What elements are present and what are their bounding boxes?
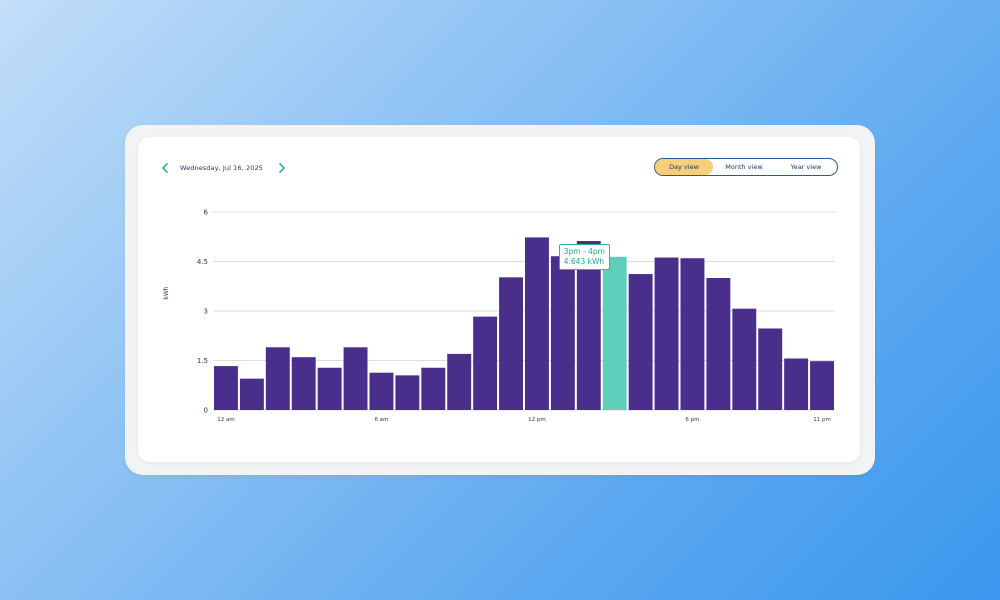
date-label: Wednesday, Jul 16, 2025 <box>180 164 263 172</box>
bar-tooltip: 3pm - 4pm 4.643 kWh <box>558 243 610 270</box>
y-tick-label: 4.5 <box>197 258 208 266</box>
bar[interactable] <box>628 274 653 410</box>
bar[interactable] <box>654 257 679 410</box>
x-tick-label: 6 pm <box>685 417 699 423</box>
outer-card: Wednesday, Jul 16, 2025 Day view Month v… <box>125 125 875 475</box>
chart-card: Wednesday, Jul 16, 2025 Day view Month v… <box>138 137 860 462</box>
chevron-left-icon[interactable] <box>158 161 172 175</box>
bar[interactable] <box>784 358 809 410</box>
bar[interactable] <box>369 372 394 410</box>
bar[interactable] <box>343 347 368 410</box>
bar[interactable] <box>680 258 705 410</box>
bar[interactable] <box>732 308 757 410</box>
bar[interactable] <box>576 241 601 410</box>
y-tick-label: 0 <box>204 407 208 415</box>
bar[interactable] <box>810 361 834 410</box>
view-toggle: Day view Month view Year view <box>654 158 838 176</box>
x-tick-label: 6 am <box>374 417 388 423</box>
x-tick-label: 12 pm <box>528 417 546 423</box>
bar[interactable] <box>550 256 575 410</box>
x-tick-label: 12 am <box>217 417 234 423</box>
bar[interactable] <box>473 316 498 410</box>
bar[interactable] <box>265 347 290 410</box>
tooltip-range: 3pm - 4pm <box>563 246 605 256</box>
y-tick-label: 6 <box>204 209 209 217</box>
x-tick-label: 11 pm <box>813 417 831 423</box>
day-view-button[interactable]: Day view <box>655 159 713 175</box>
bar[interactable] <box>317 367 342 410</box>
bar[interactable] <box>214 366 238 410</box>
date-navigation: Wednesday, Jul 16, 2025 <box>158 161 289 175</box>
bar[interactable] <box>421 367 446 410</box>
bar[interactable] <box>447 353 472 410</box>
bar[interactable] <box>499 277 523 410</box>
month-view-button[interactable]: Month view <box>725 163 763 171</box>
bar[interactable] <box>239 378 264 410</box>
bar[interactable] <box>291 357 316 410</box>
y-tick-label: 1.5 <box>197 357 208 365</box>
year-view-button[interactable]: Year view <box>790 163 822 171</box>
bar-highlighted[interactable] <box>602 256 627 410</box>
tooltip-value: 4.643 kWh <box>563 256 605 266</box>
bar[interactable] <box>758 328 783 410</box>
chevron-right-icon[interactable] <box>275 161 289 175</box>
bar[interactable] <box>706 278 731 410</box>
bar[interactable] <box>525 237 549 410</box>
energy-bar-chart: 0 1.5 3 4.5 6 kWh 12 am 6 am 12 pm 6 pm 11 pm <box>163 209 835 423</box>
y-tick-label: 3 <box>204 308 208 316</box>
y-axis-label: kWh <box>163 286 170 299</box>
bar[interactable] <box>395 375 420 410</box>
